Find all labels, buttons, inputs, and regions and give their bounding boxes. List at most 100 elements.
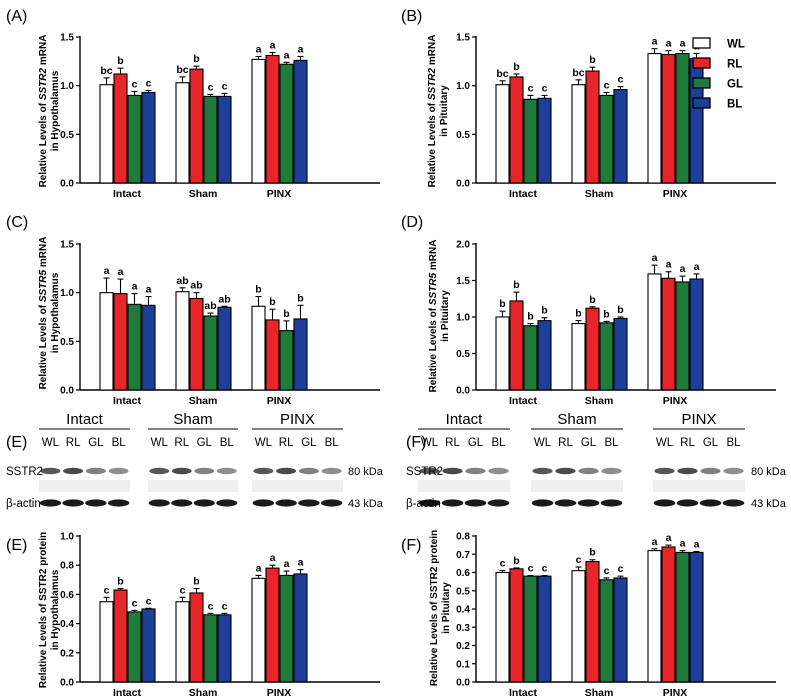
bar-bl-pinx — [293, 573, 308, 683]
blot-lane-label: WL — [151, 437, 169, 449]
bar-bl-sham — [217, 95, 232, 184]
significance-letter: a — [680, 538, 686, 550]
blot-band-actin — [275, 499, 297, 507]
blot-band-sstr2 — [63, 467, 84, 475]
bar-bl-pinx — [689, 278, 704, 391]
blot-band-sstr2 — [171, 467, 192, 475]
panel-label: (E) — [6, 537, 27, 554]
bar-gl-pinx — [279, 63, 294, 184]
x-category-label: Intact — [113, 188, 142, 200]
significance-letter: a — [298, 557, 304, 569]
bar-rl-pinx — [265, 567, 280, 683]
legend-label: GL — [727, 79, 743, 91]
significance-letter: a — [146, 284, 152, 296]
significance-letter: b — [117, 55, 123, 67]
bar-rl-intact — [509, 76, 524, 184]
y-tick-label: 1.0 — [60, 532, 74, 543]
panel-label: (F) — [401, 537, 421, 554]
panel-label: (A) — [6, 8, 27, 25]
x-category-label: Sham — [189, 395, 218, 407]
x-category-label: Sham — [189, 687, 218, 699]
y-axis-title: Relative Levels of SSTR5 mRNA — [428, 240, 439, 393]
blot-size-label: 80 kDa — [751, 466, 787, 478]
blot-band-sstr2 — [108, 467, 129, 475]
bar-wl-pinx — [647, 52, 662, 184]
significance-letter: a — [652, 252, 658, 264]
blot-band-actin — [441, 499, 464, 507]
bar-rl-intact — [113, 73, 128, 184]
bar-bl-sham — [217, 614, 232, 683]
significance-letter: b — [603, 308, 609, 320]
blot-band-sstr2 — [578, 467, 599, 475]
y-tick-label: 0.8 — [60, 561, 74, 572]
chart-f: (F) Relative Levels of SSTR2 protein in Pi… — [401, 530, 776, 699]
significance-letter: c — [618, 563, 624, 575]
bar-wl-intact — [99, 601, 114, 683]
y-tick-label: 0.5 — [60, 130, 74, 141]
blot-lane-label: RL — [680, 437, 695, 449]
y-tick-label: 2.0 — [456, 240, 470, 251]
bar-rl-sham — [585, 560, 600, 683]
significance-letter: b — [297, 292, 303, 304]
significance-letter: bc — [176, 64, 188, 76]
blot-group-label: PINX — [280, 411, 315, 428]
y-tick-label: 0.7 — [456, 550, 470, 561]
bar-bl-sham — [217, 306, 232, 391]
bar-gl-sham — [599, 579, 614, 683]
blot-group-label: Sham — [557, 411, 596, 428]
blot-band-sstr2 — [40, 467, 61, 475]
blot-band-actin — [85, 499, 107, 507]
significance-letter: c — [528, 82, 534, 94]
blot-band-actin — [418, 499, 441, 507]
significance-letter: a — [256, 43, 262, 55]
significance-letter: a — [118, 266, 124, 278]
blot-lane-label: GL — [301, 437, 317, 449]
x-category-label: PINX — [663, 395, 688, 407]
bar-bl-sham — [613, 577, 628, 683]
y-axis-title-line2: in Pituitary — [439, 85, 450, 137]
blot-lane-label: GL — [703, 437, 719, 449]
y-tick-label: 0.5 — [60, 337, 74, 348]
bar-gl-pinx — [675, 281, 690, 391]
bar-bl-intact — [537, 575, 552, 683]
y-axis-title: Relative Levels of SSTR2 protein — [38, 532, 49, 688]
blot-band-actin — [676, 499, 699, 507]
significance-letter: a — [666, 38, 672, 50]
blot-band-sstr2 — [194, 467, 215, 475]
blot-row-label: β-actin — [6, 498, 41, 510]
significance-letter: b — [513, 61, 519, 73]
bar-rl-sham — [585, 307, 600, 391]
y-tick-label: 0.5 — [456, 586, 470, 597]
significance-letter: a — [680, 263, 686, 275]
y-axis-title-post: mRNA — [38, 35, 49, 68]
bar-bl-intact — [537, 320, 552, 391]
x-category-label: Intact — [509, 687, 538, 699]
blot-lane-label: WL — [656, 437, 674, 449]
bar-rl-pinx — [661, 546, 676, 683]
bar-wl-intact — [99, 84, 114, 184]
y-axis-title-gene: SSTR2 — [38, 67, 49, 100]
blot-row-label: SSTR2 — [6, 466, 43, 478]
blot-band-actin — [252, 499, 275, 507]
significance-letter: a — [652, 536, 658, 548]
bar-bl-intact — [141, 91, 156, 184]
y-axis-title: Relative Levels of SSTR2 mRNA — [38, 35, 49, 188]
panel-label: (C) — [6, 214, 28, 231]
y-tick-label: 0.3 — [456, 623, 470, 634]
bar-rl-intact — [113, 589, 128, 683]
y-tick-label: 0.1 — [456, 659, 470, 670]
x-category-label: Sham — [585, 687, 614, 699]
blot-lane-label: RL — [174, 437, 189, 449]
significance-letter: b — [575, 308, 581, 320]
bar-gl-sham — [599, 94, 614, 184]
bar-bl-pinx — [293, 59, 308, 184]
significance-letter: b — [541, 305, 547, 317]
bar-gl-intact — [523, 98, 538, 184]
blot-band-actin — [298, 499, 320, 507]
bar-rl-intact — [113, 293, 128, 391]
bar-gl-sham — [599, 322, 614, 391]
bar-gl-sham — [203, 614, 218, 683]
x-category-label: Sham — [585, 395, 614, 407]
